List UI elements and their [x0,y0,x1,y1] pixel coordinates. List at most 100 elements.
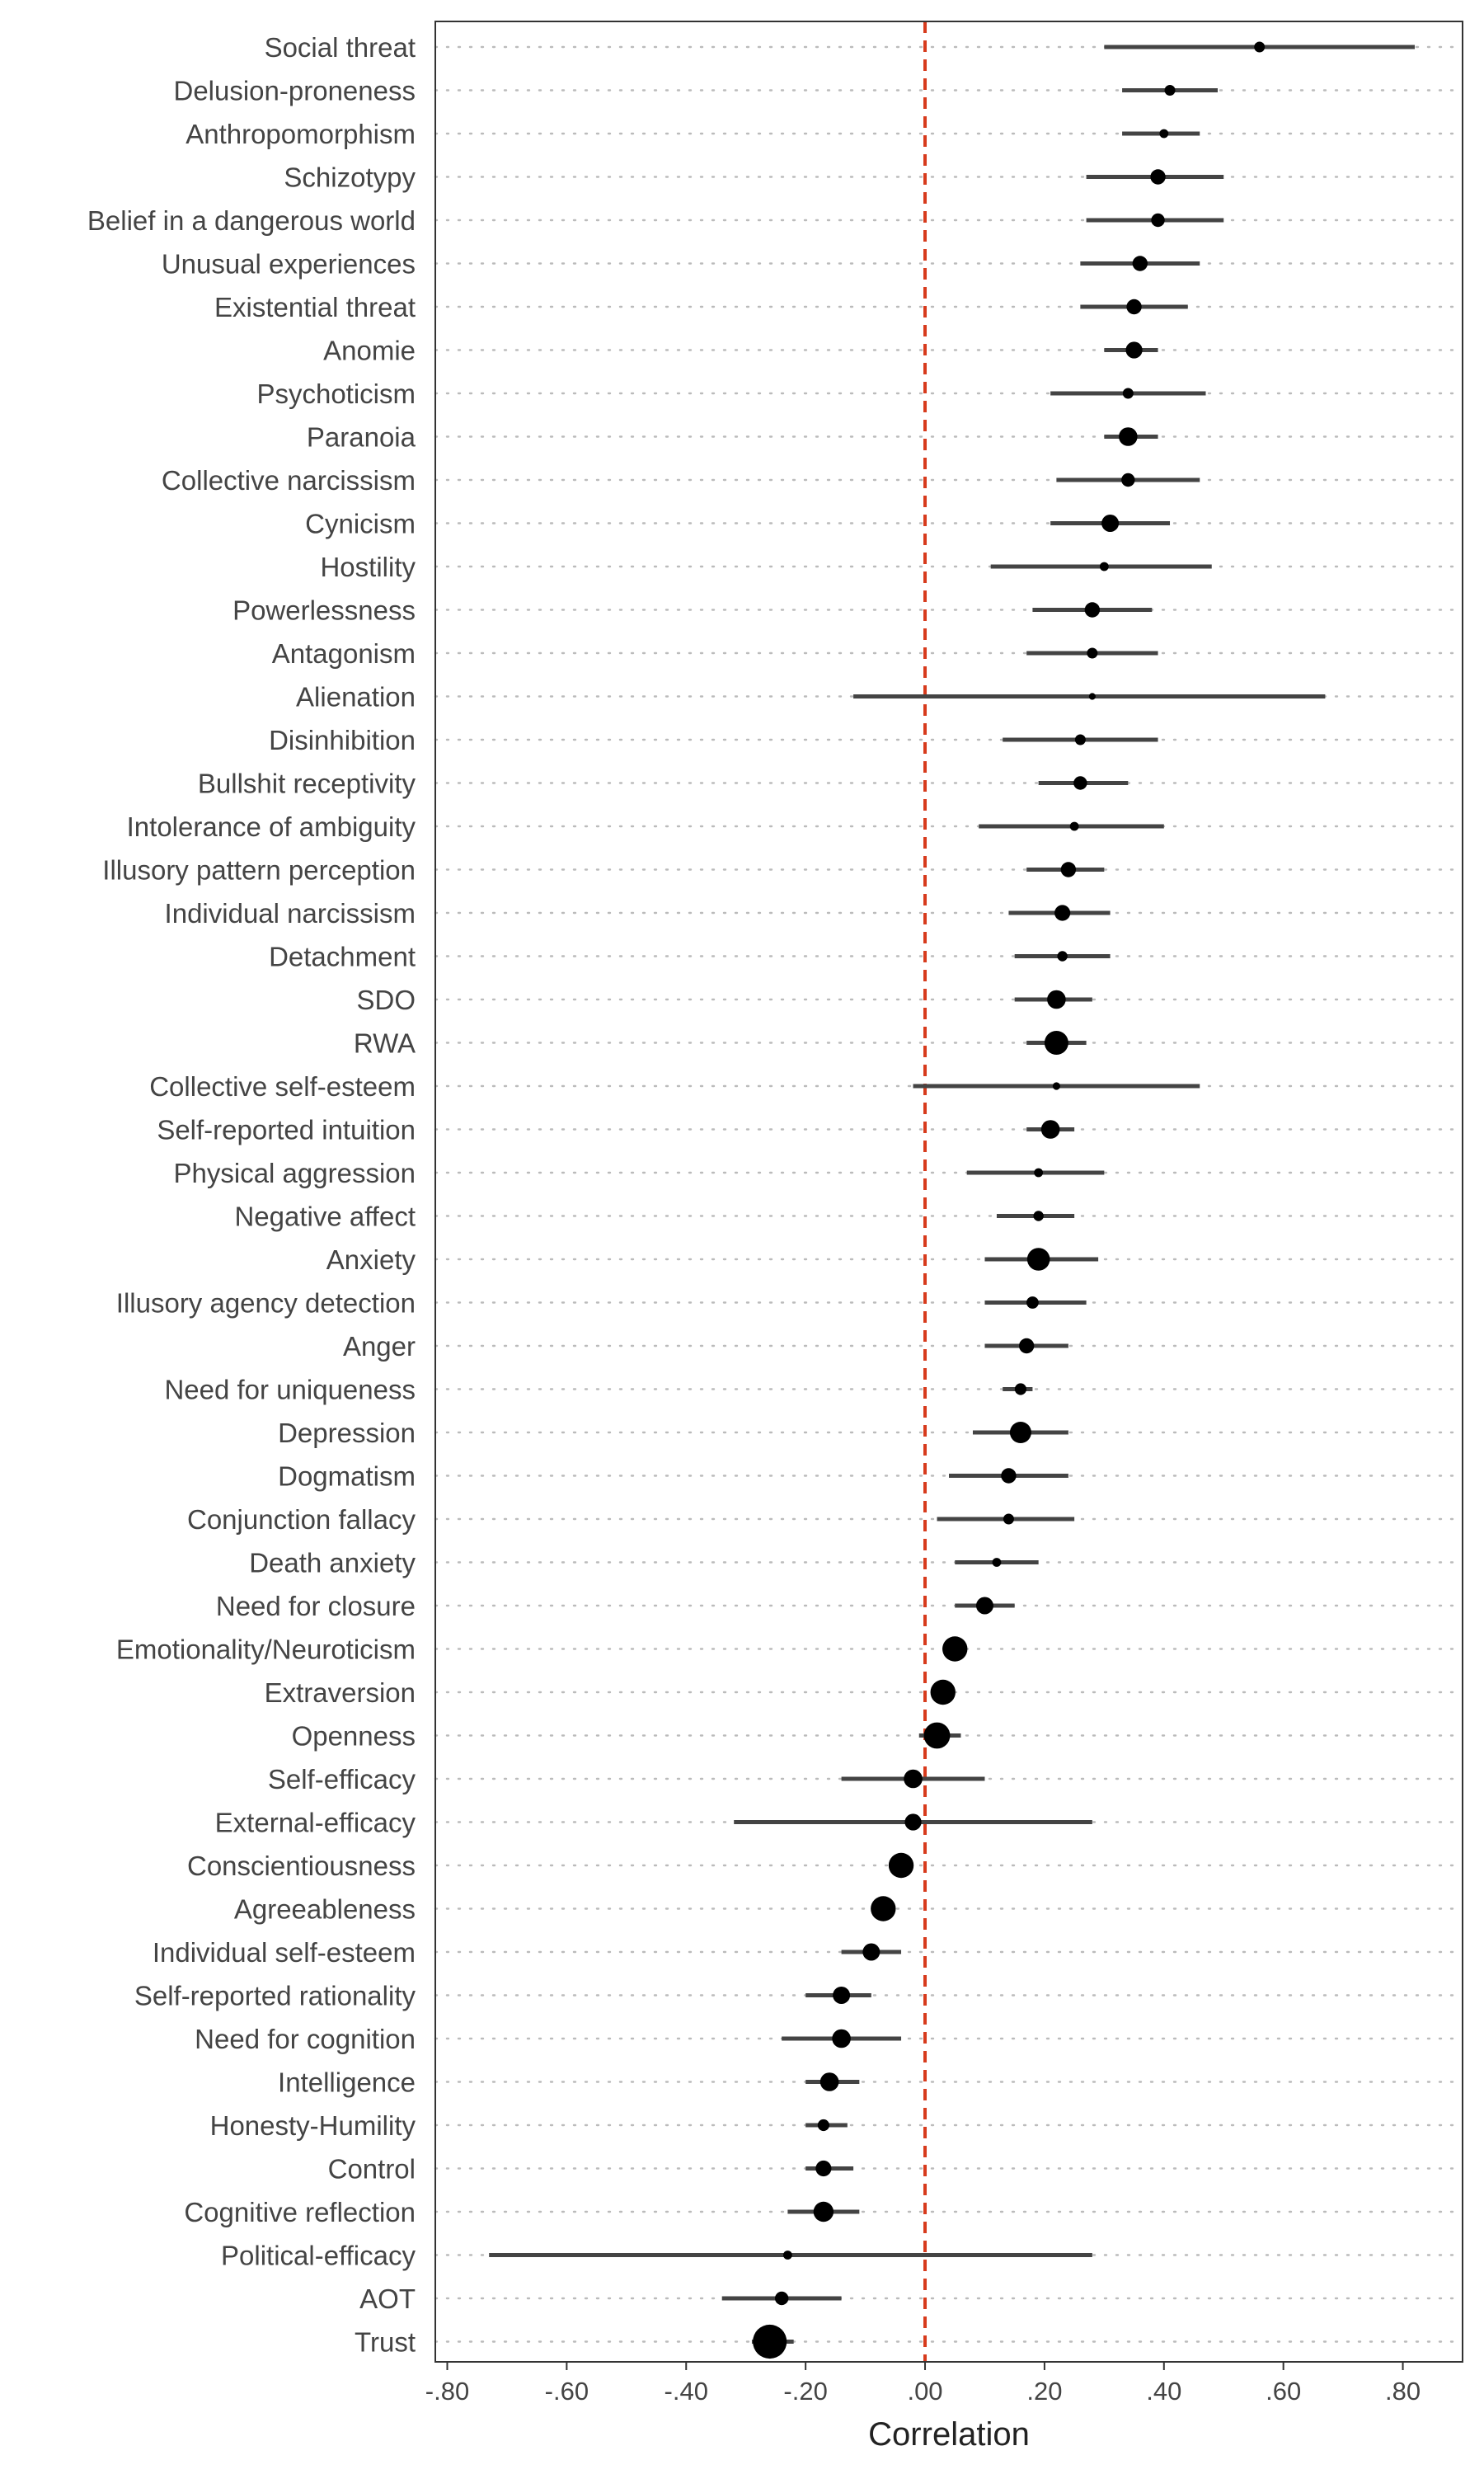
category-label: Illusory pattern perception [102,855,416,886]
category-label: Belief in a dangerous world [87,205,416,236]
estimate-point [992,1558,1002,1567]
estimate-point [1101,515,1120,532]
estimate-point [904,1813,922,1831]
category-label: Self-reported rationality [134,1981,416,2011]
category-label: Anomie [323,336,416,366]
estimate-point [1164,85,1176,96]
x-axis-title: Correlation [868,2416,1030,2453]
estimate-point [1073,776,1087,790]
estimate-point [1044,1031,1068,1055]
estimate-point [1014,1383,1027,1395]
estimate-point [1074,734,1086,745]
category-label: Hostility [320,552,416,582]
category-label: Bullshit receptivity [198,769,416,799]
category-label: Schizotypy [284,162,416,193]
x-tick-label: -.20 [783,2377,827,2406]
estimate-point [1054,905,1071,921]
estimate-point [930,1679,956,1705]
plot-frame [434,21,1463,2363]
category-label: Anger [343,1331,416,1362]
estimate-point [1126,299,1142,315]
category-label: Dogmatism [278,1461,416,1492]
estimate-point [1088,693,1096,700]
estimate-point [1052,1082,1060,1090]
category-label: Conscientiousness [187,1851,416,1881]
category-label: Alienation [296,682,416,713]
x-tick-label: .60 [1266,2377,1301,2406]
category-label: Political-efficacy [221,2241,416,2271]
estimate-point [1099,562,1109,571]
estimate-point [862,1943,881,1961]
x-tick-label: .00 [907,2377,942,2406]
category-label: Collective self-esteem [149,1071,416,1102]
category-label: Self-reported intuition [157,1115,416,1145]
category-label: Psychoticism [256,379,416,409]
estimate-point [942,1636,968,1662]
estimate-point [1018,1338,1035,1354]
category-label: Individual narcissism [165,898,416,929]
category-label: RWA [354,1028,416,1059]
estimate-point [783,2251,792,2260]
estimate-point [1009,1422,1031,1443]
estimate-point [1001,1468,1017,1484]
x-tick-label: .40 [1146,2377,1181,2406]
estimate-point [1060,862,1077,877]
category-label: Trust [355,2327,416,2358]
category-label: Cynicism [305,509,416,539]
category-label: Control [328,2154,416,2185]
estimate-point [975,1597,993,1615]
estimate-point [753,2324,787,2359]
estimate-point [1159,129,1169,139]
category-label: Agreeableness [234,1894,416,1925]
category-label: Existential threat [214,292,416,322]
category-label: Self-efficacy [268,1764,416,1794]
estimate-point [1087,647,1098,659]
x-axis: -.80 -.60 -.40 -.20 .00 .20 .40 .60 .80 [425,2362,1421,2406]
estimate-point [1119,427,1138,446]
category-labels: Social threat Delusion-proneness Anthropom… [87,32,416,2358]
estimate-point [1122,388,1134,399]
category-label: Delusion-proneness [173,76,416,106]
category-label: Physical aggression [174,1158,416,1188]
estimate-point [1121,473,1135,487]
category-label: Openness [292,1721,416,1752]
estimate-point [1057,951,1068,962]
estimate-point [1150,169,1166,185]
category-label: Collective narcissism [162,465,416,496]
category-label: Negative affect [234,1202,416,1232]
estimate-point [1254,41,1266,53]
estimate-point [1026,1248,1050,1271]
estimate-point [833,1987,851,2004]
category-label: Cognitive reflection [184,2197,416,2227]
estimate-point [1033,1211,1044,1221]
category-label: Conjunction fallacy [187,1504,416,1535]
estimate-point [819,2072,839,2091]
category-label: External-efficacy [215,1808,416,1838]
category-label: Social threat [265,32,416,63]
estimate-point [871,1896,896,1921]
category-label: Emotionality/Neuroticism [116,1634,416,1665]
x-tick-label: .20 [1026,2377,1062,2406]
x-tick-label: -.80 [425,2377,469,2406]
estimate-point [832,2029,851,2048]
estimate-point [813,2201,834,2222]
gridlines [434,45,1464,2343]
category-label: Need for closure [216,1591,416,1621]
estimate-point [1003,1513,1014,1525]
category-label: Illusory agency detection [116,1288,416,1319]
category-label: Disinhibition [269,725,416,755]
category-label: Honesty-Humility [210,2110,416,2141]
category-label: Unusual experiences [162,249,416,280]
estimate-point [1084,602,1101,618]
category-label: Powerlessness [232,595,416,626]
estimate-point [1040,1120,1060,1139]
x-tick-label: -.60 [545,2377,589,2406]
estimate-point [1151,213,1165,228]
estimate-point [904,1769,923,1789]
estimate-point [923,1722,951,1749]
category-label: Detachment [269,942,416,972]
category-label: Antagonism [272,638,416,669]
category-label: Need for uniqueness [164,1375,416,1405]
category-label: Intelligence [278,2067,416,2098]
